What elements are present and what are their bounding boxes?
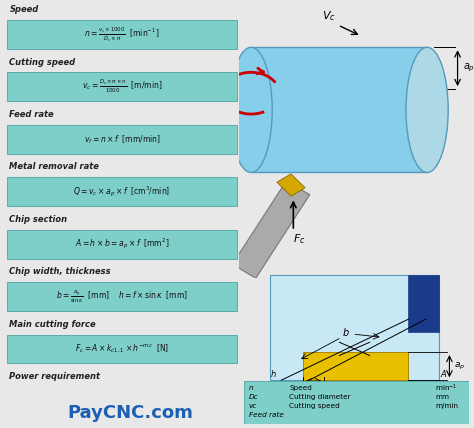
Text: Cutting speed: Cutting speed [9,58,75,67]
Text: Chip width, thickness: Chip width, thickness [9,267,111,276]
Text: $a_p$: $a_p$ [464,62,474,74]
Text: Main cutting force: Main cutting force [9,320,96,329]
Ellipse shape [230,48,272,172]
Text: vc: vc [248,403,257,409]
Text: PayCNC.com: PayCNC.com [67,404,193,422]
Text: $Q = v_c \times a_p \times f$  [cm$^3$/min]: $Q = v_c \times a_p \times f$ [cm$^3$/mi… [73,184,171,199]
Text: $b = \frac{a_p}{\sin\kappa}$  [mm]    $h = f \times \sin\kappa$  [mm]: $b = \frac{a_p}{\sin\kappa}$ [mm] $h = f… [56,288,188,305]
Text: $v_c = \frac{D_c \times \pi \times n}{1000}$  [m/min]: $v_c = \frac{D_c \times \pi \times n}{10… [82,78,163,95]
FancyBboxPatch shape [7,282,237,311]
Text: $F_c = A \times k_{c1,1} \times h^{-mc}$  [N]: $F_c = A \times k_{c1,1} \times h^{-mc}$… [75,343,169,355]
FancyBboxPatch shape [7,125,237,154]
Text: Speed: Speed [9,5,39,14]
Text: h: h [270,370,276,379]
Text: $V_c$: $V_c$ [322,9,336,23]
Polygon shape [303,352,409,380]
Text: Cutting speed: Cutting speed [289,403,340,409]
Text: $F_c$: $F_c$ [293,232,306,246]
Text: $a_p$: $a_p$ [454,361,465,372]
FancyBboxPatch shape [7,177,237,206]
Text: Dc: Dc [248,394,258,400]
Polygon shape [277,174,305,196]
Text: n: n [248,385,253,392]
Text: Feed rate: Feed rate [9,110,54,119]
Text: m/min: m/min [436,403,458,409]
FancyBboxPatch shape [7,230,237,259]
Polygon shape [232,181,310,278]
Text: $n = \frac{v_c \times 1000}{D_c \times \pi}$  [min$^{-1}$]: $n = \frac{v_c \times 1000}{D_c \times \… [84,25,160,44]
Text: Feed rate: Feed rate [248,412,283,418]
FancyBboxPatch shape [7,72,237,101]
Text: Metal removal rate: Metal removal rate [9,163,100,172]
Text: b: b [343,328,349,338]
FancyBboxPatch shape [244,381,469,424]
Polygon shape [270,275,438,380]
Polygon shape [409,275,438,333]
Text: $v_f = n \times f$  [mm/min]: $v_f = n \times f$ [mm/min] [83,133,161,146]
Polygon shape [251,47,427,172]
Text: Cutting diameter: Cutting diameter [289,394,351,400]
Text: A: A [441,370,447,379]
Text: Speed: Speed [289,385,312,392]
FancyBboxPatch shape [7,335,237,363]
Ellipse shape [406,48,448,172]
Text: min$^{-1}$: min$^{-1}$ [436,383,458,394]
Text: $A = h \times b = a_p \times f$  [mm$^2$]: $A = h \times b = a_p \times f$ [mm$^2$] [75,237,169,251]
Text: Chip section: Chip section [9,215,68,224]
Text: Power requirement: Power requirement [9,372,100,381]
FancyBboxPatch shape [7,20,237,49]
Text: mm: mm [436,394,449,400]
